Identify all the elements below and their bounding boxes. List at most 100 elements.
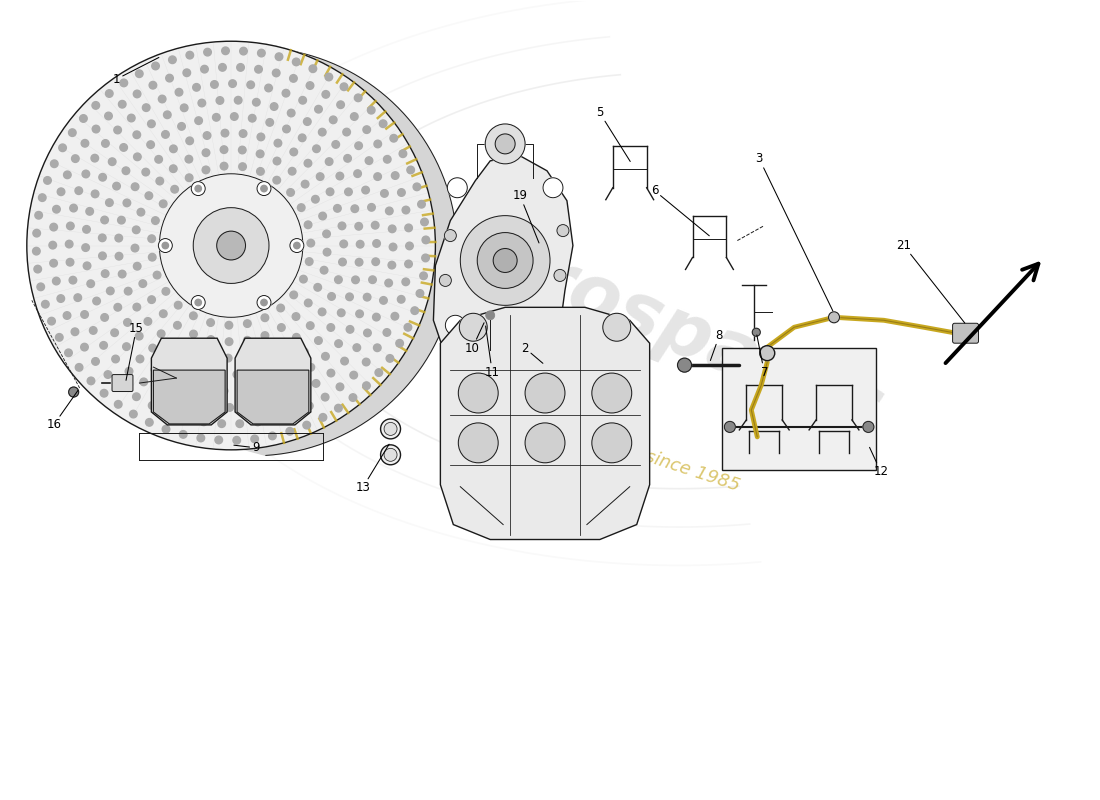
Circle shape xyxy=(164,354,172,362)
Circle shape xyxy=(99,252,107,260)
Circle shape xyxy=(302,422,310,429)
Circle shape xyxy=(197,434,205,442)
Circle shape xyxy=(112,355,120,362)
Circle shape xyxy=(123,318,131,326)
Circle shape xyxy=(406,242,414,250)
Circle shape xyxy=(592,423,631,462)
Circle shape xyxy=(255,66,262,73)
Circle shape xyxy=(326,74,332,81)
Circle shape xyxy=(150,82,156,89)
Circle shape xyxy=(338,309,345,317)
Circle shape xyxy=(381,419,400,439)
Circle shape xyxy=(104,112,112,120)
Text: 11: 11 xyxy=(485,326,499,378)
Circle shape xyxy=(306,258,313,266)
Circle shape xyxy=(388,225,396,233)
Circle shape xyxy=(299,275,307,283)
Circle shape xyxy=(307,322,315,330)
Circle shape xyxy=(344,154,351,162)
Circle shape xyxy=(411,307,418,314)
Circle shape xyxy=(760,346,774,361)
Circle shape xyxy=(120,144,128,151)
Circle shape xyxy=(120,79,128,86)
Circle shape xyxy=(119,270,126,278)
Text: 2: 2 xyxy=(521,342,543,363)
Circle shape xyxy=(219,63,227,71)
Circle shape xyxy=(367,203,375,211)
Circle shape xyxy=(349,394,356,402)
Circle shape xyxy=(75,363,82,371)
Circle shape xyxy=(372,258,379,266)
Circle shape xyxy=(244,403,252,410)
Circle shape xyxy=(297,204,305,211)
Polygon shape xyxy=(153,370,225,424)
Circle shape xyxy=(65,349,73,357)
Circle shape xyxy=(261,314,268,322)
Circle shape xyxy=(164,111,172,118)
Circle shape xyxy=(50,259,57,267)
Circle shape xyxy=(292,373,299,380)
Circle shape xyxy=(261,350,267,357)
Circle shape xyxy=(421,254,429,262)
Circle shape xyxy=(327,188,334,195)
Circle shape xyxy=(145,418,153,426)
Circle shape xyxy=(256,150,264,158)
Circle shape xyxy=(317,173,323,181)
Circle shape xyxy=(148,402,156,410)
Circle shape xyxy=(446,315,465,335)
Circle shape xyxy=(365,157,373,165)
Circle shape xyxy=(166,74,174,82)
Circle shape xyxy=(162,242,168,249)
Circle shape xyxy=(353,344,361,351)
Circle shape xyxy=(312,145,320,153)
Circle shape xyxy=(286,427,294,435)
Circle shape xyxy=(242,354,250,361)
Circle shape xyxy=(364,329,371,337)
Circle shape xyxy=(293,334,300,341)
Circle shape xyxy=(139,280,146,287)
Circle shape xyxy=(557,225,569,237)
Circle shape xyxy=(385,279,393,286)
Circle shape xyxy=(48,242,56,249)
Circle shape xyxy=(208,402,216,410)
Text: 19: 19 xyxy=(513,190,539,243)
Circle shape xyxy=(123,343,130,350)
Circle shape xyxy=(180,104,188,112)
Circle shape xyxy=(402,278,409,286)
Circle shape xyxy=(109,158,116,166)
Circle shape xyxy=(266,118,274,126)
Circle shape xyxy=(300,348,308,355)
Circle shape xyxy=(243,337,251,344)
Circle shape xyxy=(87,280,95,287)
Circle shape xyxy=(373,240,381,247)
Text: 7: 7 xyxy=(757,335,768,378)
Circle shape xyxy=(279,395,287,402)
Circle shape xyxy=(99,174,107,181)
Circle shape xyxy=(92,102,100,109)
Circle shape xyxy=(277,342,285,350)
Circle shape xyxy=(296,388,304,396)
Circle shape xyxy=(106,199,113,206)
Circle shape xyxy=(186,137,194,145)
Circle shape xyxy=(119,101,126,108)
Circle shape xyxy=(345,293,353,301)
Circle shape xyxy=(84,262,91,270)
Circle shape xyxy=(416,290,424,298)
Circle shape xyxy=(220,162,228,170)
Circle shape xyxy=(326,158,333,166)
Circle shape xyxy=(344,188,352,196)
Circle shape xyxy=(69,204,77,212)
Circle shape xyxy=(168,56,176,63)
Circle shape xyxy=(104,370,112,378)
Circle shape xyxy=(133,153,141,161)
Circle shape xyxy=(192,83,200,91)
Circle shape xyxy=(116,234,122,242)
Circle shape xyxy=(274,379,282,387)
Circle shape xyxy=(133,131,141,138)
Circle shape xyxy=(158,238,173,253)
Circle shape xyxy=(200,66,208,73)
Circle shape xyxy=(106,90,113,98)
Circle shape xyxy=(355,142,362,150)
Circle shape xyxy=(375,369,383,376)
Circle shape xyxy=(173,340,180,348)
